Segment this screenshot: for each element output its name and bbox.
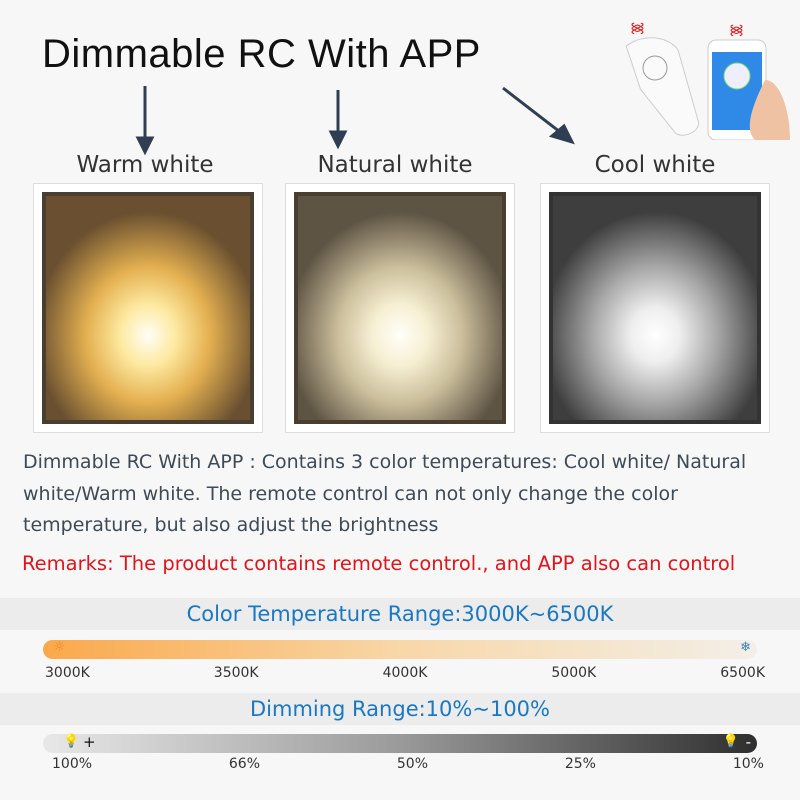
tick: 25% bbox=[564, 756, 596, 772]
tick: 10% bbox=[732, 756, 764, 772]
panel-label-warm: Warm white bbox=[76, 152, 214, 178]
remote-and-phone-image: ᯼ ᯼ bbox=[605, 10, 795, 141]
page-title: Dimmable RC With APP bbox=[42, 32, 481, 76]
tick: 66% bbox=[228, 756, 261, 772]
minus-sign: - bbox=[745, 733, 751, 751]
tick: 50% bbox=[396, 756, 428, 772]
dimming-title: Dimming Range:10%~100% bbox=[0, 693, 800, 725]
dimming-ticks: 100% 66% 50% 25% 10% bbox=[52, 756, 764, 772]
dimming-bar: 💡 + 💡 - bbox=[43, 733, 757, 753]
svg-text:᯼: ᯼ bbox=[729, 22, 744, 38]
snowflake-icon: ❄ bbox=[740, 640, 751, 655]
arrows bbox=[135, 86, 575, 156]
bulb-icon: 💡 bbox=[63, 734, 80, 749]
panel-natural-white bbox=[285, 183, 515, 433]
tick: 5000K bbox=[551, 665, 597, 681]
color-temperature-ticks: 3000K 3500K 4000K 5000K 6500K bbox=[45, 665, 765, 681]
sun-icon: ☼ bbox=[53, 639, 66, 655]
tick: 3000K bbox=[45, 665, 90, 681]
description: Dimmable RC With APP : Contains 3 color … bbox=[23, 451, 747, 536]
bulb-icon: 💡 bbox=[722, 734, 739, 749]
tick: 6500K bbox=[720, 665, 765, 681]
panel-label-cool: Cool white bbox=[594, 152, 716, 178]
svg-text:᯼: ᯼ bbox=[630, 20, 645, 36]
remarks: Remarks: The product contains remote con… bbox=[22, 552, 736, 575]
panel-warm-white bbox=[33, 183, 263, 433]
color-temperature-bar: ☼ ❄ bbox=[43, 639, 757, 659]
tick: 100% bbox=[52, 756, 93, 772]
panel-label-natural: Natural white bbox=[317, 152, 473, 178]
plus-sign: + bbox=[83, 733, 96, 751]
color-temperature-title: Color Temperature Range:3000K~6500K bbox=[0, 598, 800, 630]
panel-cool-white bbox=[540, 183, 770, 433]
tick: 3500K bbox=[213, 665, 259, 681]
tick: 4000K bbox=[382, 665, 428, 681]
